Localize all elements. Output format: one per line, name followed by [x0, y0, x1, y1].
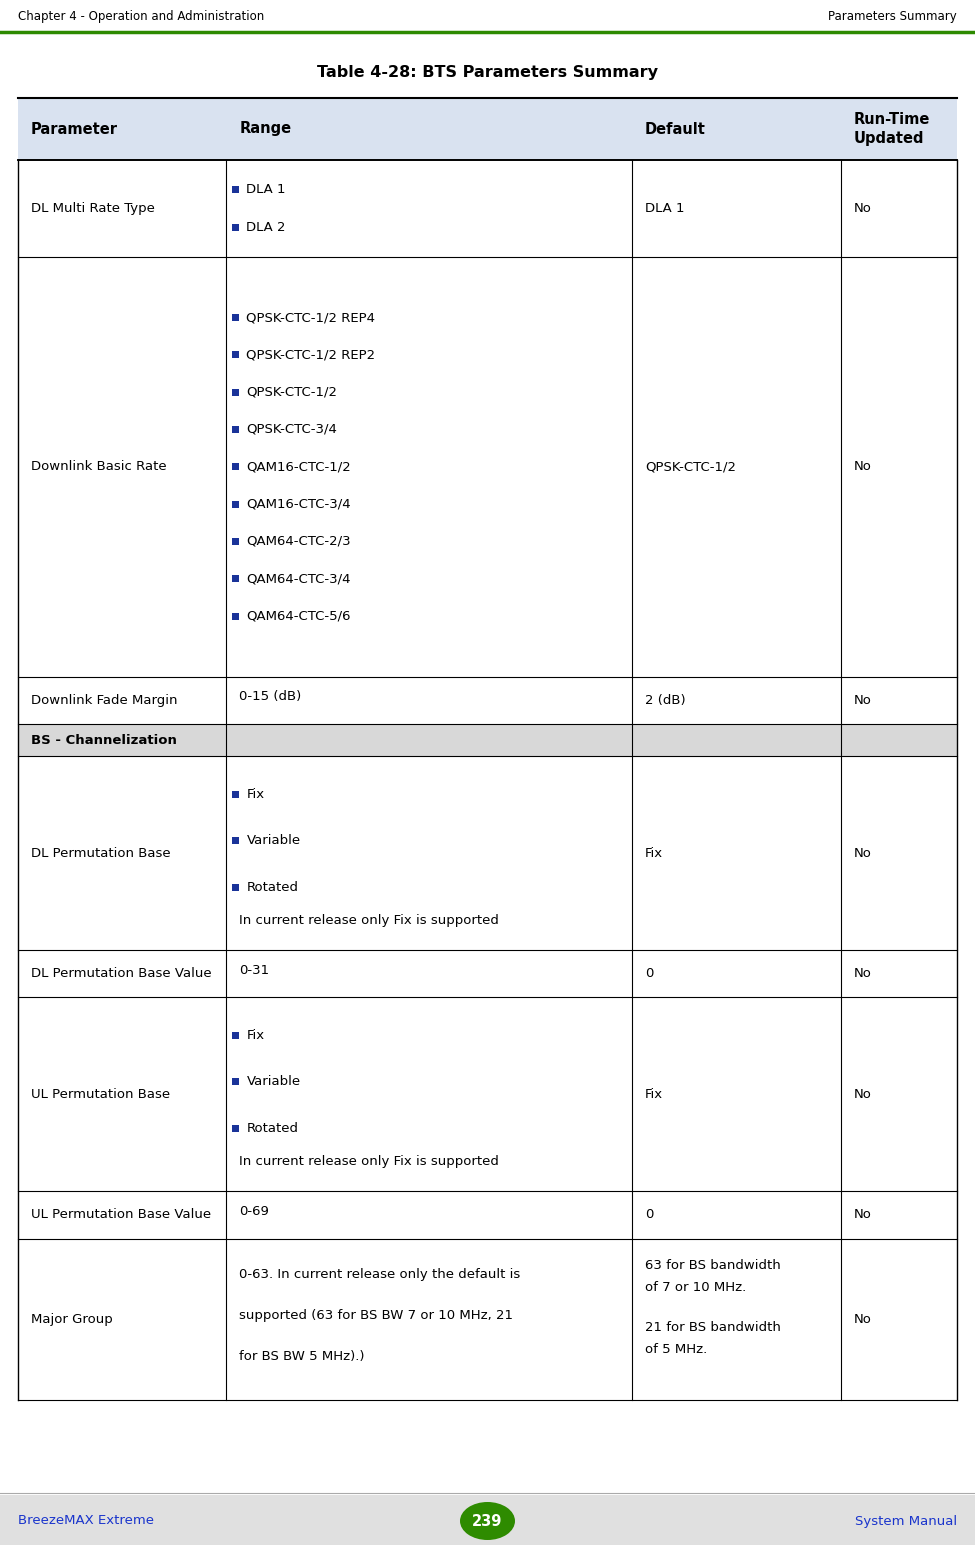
Text: No: No	[853, 1208, 872, 1222]
Text: QPSK-CTC-1/2 REP2: QPSK-CTC-1/2 REP2	[247, 348, 375, 362]
Text: QAM16-CTC-1/2: QAM16-CTC-1/2	[247, 460, 351, 473]
Text: QAM16-CTC-3/4: QAM16-CTC-3/4	[247, 497, 351, 510]
Ellipse shape	[460, 1502, 515, 1540]
Bar	[0, 1496, 975, 1545]
Text: 0: 0	[645, 967, 653, 980]
Text: for BS BW 5 MHz).): for BS BW 5 MHz).)	[240, 1350, 365, 1363]
Bar	[232, 185, 239, 193]
Text: Chapter 4 - Operation and Administration: Chapter 4 - Operation and Administration	[18, 11, 264, 23]
Text: Downlink Fade Margin: Downlink Fade Margin	[31, 694, 177, 708]
Bar	[18, 757, 957, 950]
Text: Range: Range	[240, 122, 292, 136]
Bar	[232, 884, 239, 891]
Text: Table 4-28: BTS Parameters Summary: Table 4-28: BTS Parameters Summary	[317, 65, 658, 79]
Text: UL Permutation Base Value: UL Permutation Base Value	[31, 1208, 212, 1222]
Text: 0-15 (dB): 0-15 (dB)	[240, 691, 301, 703]
Text: In current release only Fix is supported: In current release only Fix is supported	[240, 1154, 499, 1168]
Bar	[232, 612, 239, 620]
Text: No: No	[853, 847, 872, 859]
Text: Fix: Fix	[247, 1029, 264, 1041]
Text: DLA 1: DLA 1	[645, 202, 684, 215]
Text: QAM64-CTC-2/3: QAM64-CTC-2/3	[247, 535, 351, 548]
Text: Run-Time
Updated: Run-Time Updated	[853, 113, 930, 145]
Bar	[232, 464, 239, 470]
Text: QAM64-CTC-5/6: QAM64-CTC-5/6	[247, 610, 351, 623]
Bar	[232, 1125, 239, 1132]
Bar	[18, 1239, 957, 1400]
Text: No: No	[853, 1088, 872, 1100]
Text: Rotated: Rotated	[247, 1122, 298, 1136]
Text: DLA 1: DLA 1	[247, 182, 286, 196]
Text: 239: 239	[472, 1514, 503, 1528]
Text: No: No	[853, 202, 872, 215]
Text: 0-63. In current release only the default is: 0-63. In current release only the defaul…	[240, 1268, 521, 1281]
Text: In current release only Fix is supported: In current release only Fix is supported	[240, 913, 499, 927]
Text: Major Group: Major Group	[31, 1313, 113, 1326]
Bar	[232, 351, 239, 358]
Text: 0: 0	[645, 1208, 653, 1222]
Text: Downlink Basic Rate: Downlink Basic Rate	[31, 460, 167, 473]
Bar	[232, 538, 239, 545]
Text: Default: Default	[645, 122, 706, 136]
Text: Variable: Variable	[247, 1075, 300, 1088]
Bar	[232, 791, 239, 797]
Bar	[232, 224, 239, 232]
Text: No: No	[853, 460, 872, 473]
Text: QPSK-CTC-1/2: QPSK-CTC-1/2	[645, 460, 736, 473]
Text: 0-69: 0-69	[240, 1205, 269, 1217]
Bar	[232, 837, 239, 844]
Text: BS - Channelization: BS - Channelization	[31, 734, 176, 746]
Text: Parameters Summary: Parameters Summary	[828, 11, 957, 23]
Text: DL Permutation Base: DL Permutation Base	[31, 847, 171, 859]
Text: BreezeMAX Extreme: BreezeMAX Extreme	[18, 1514, 154, 1528]
Text: UL Permutation Base: UL Permutation Base	[31, 1088, 170, 1100]
Text: QPSK-CTC-1/2 REP4: QPSK-CTC-1/2 REP4	[247, 311, 375, 324]
Text: QAM64-CTC-3/4: QAM64-CTC-3/4	[247, 572, 351, 586]
Bar	[18, 998, 957, 1191]
Text: DL Multi Rate Type: DL Multi Rate Type	[31, 202, 155, 215]
Text: 63 for BS bandwidth: 63 for BS bandwidth	[645, 1259, 781, 1272]
Bar	[232, 389, 239, 396]
Text: No: No	[853, 967, 872, 980]
Bar	[18, 677, 957, 725]
Text: DLA 2: DLA 2	[247, 221, 286, 235]
Text: Fix: Fix	[645, 847, 663, 859]
Text: of 7 or 10 MHz.: of 7 or 10 MHz.	[645, 1281, 746, 1295]
Text: QPSK-CTC-1/2: QPSK-CTC-1/2	[247, 386, 337, 399]
Bar	[232, 426, 239, 433]
Bar	[232, 1032, 239, 1038]
Text: DL Permutation Base Value: DL Permutation Base Value	[31, 967, 212, 980]
Text: Fix: Fix	[645, 1088, 663, 1100]
Text: supported (63 for BS BW 7 or 10 MHz, 21: supported (63 for BS BW 7 or 10 MHz, 21	[240, 1309, 514, 1321]
Text: 0-31: 0-31	[240, 964, 269, 976]
Bar	[232, 575, 239, 582]
Text: Rotated: Rotated	[247, 881, 298, 895]
Text: 2 (dB): 2 (dB)	[645, 694, 685, 708]
Bar	[18, 1191, 957, 1239]
Bar	[18, 725, 957, 757]
Text: Variable: Variable	[247, 834, 300, 847]
Text: QPSK-CTC-3/4: QPSK-CTC-3/4	[247, 423, 337, 436]
Bar	[18, 256, 957, 677]
Text: 21 for BS bandwidth: 21 for BS bandwidth	[645, 1321, 781, 1333]
Text: System Manual: System Manual	[855, 1514, 957, 1528]
Text: No: No	[853, 1313, 872, 1326]
Bar	[232, 501, 239, 508]
Text: No: No	[853, 694, 872, 708]
Bar	[18, 950, 957, 998]
Text: of 5 MHz.: of 5 MHz.	[645, 1343, 707, 1357]
Bar	[18, 97, 957, 161]
Bar	[232, 1078, 239, 1086]
Text: Parameter: Parameter	[31, 122, 118, 136]
Text: Fix: Fix	[247, 788, 264, 800]
Bar	[232, 314, 239, 321]
Bar	[18, 161, 957, 256]
